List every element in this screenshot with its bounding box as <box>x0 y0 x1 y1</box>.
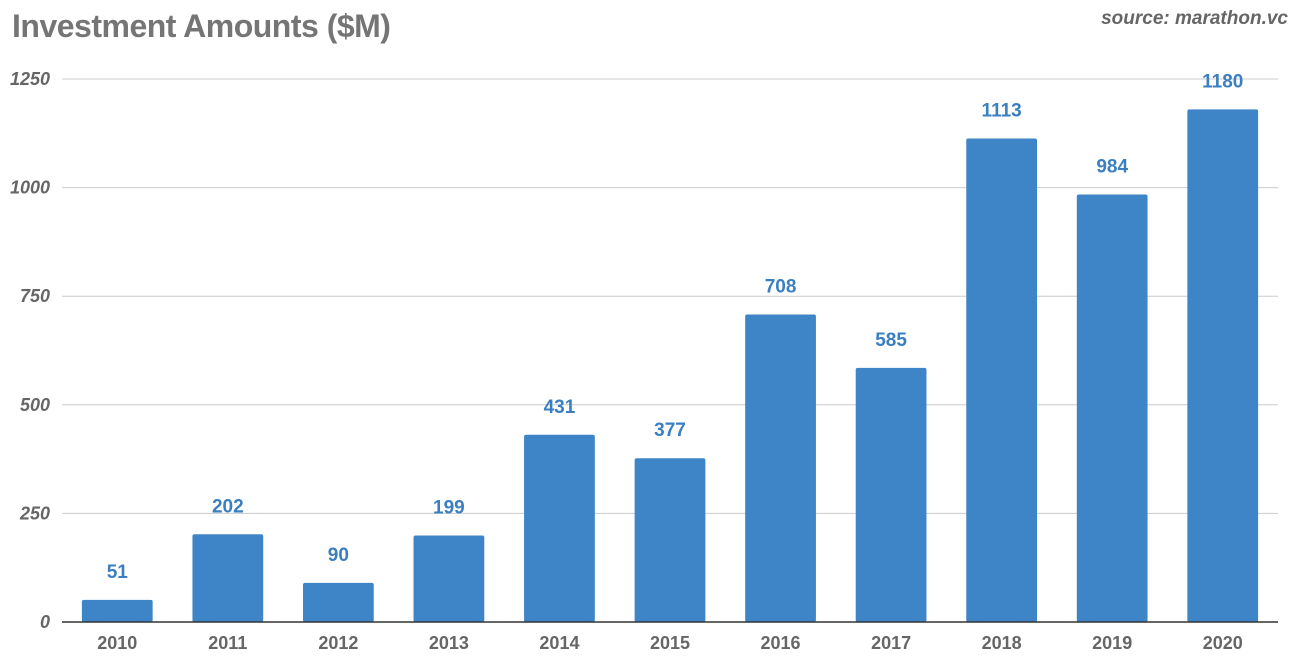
data-label-2010: 51 <box>107 562 129 583</box>
y-tick-label: 500 <box>20 395 50 415</box>
bar-2018 <box>966 138 1038 622</box>
x-tick-label: 2015 <box>650 633 690 653</box>
bar-2014 <box>524 434 595 622</box>
data-label-2012: 90 <box>328 545 349 566</box>
x-tick-label: 2014 <box>539 633 579 653</box>
y-tick-label: 250 <box>19 503 50 523</box>
data-label-2013: 199 <box>433 498 465 519</box>
x-tick-label: 2011 <box>208 633 247 653</box>
x-tick-label: 2020 <box>1203 633 1243 653</box>
data-label-2011: 202 <box>212 496 244 517</box>
x-axis-ticks: 2010 2011 2012 2013 2014 2015 2016 2017 2018 2019… <box>62 621 1278 653</box>
bar-2012 <box>302 582 374 622</box>
x-tick-label: 2018 <box>982 633 1022 653</box>
x-tick-label: 2019 <box>1092 633 1132 653</box>
data-label-2016: 708 <box>765 276 797 297</box>
x-tick-label: 2012 <box>318 633 358 653</box>
chart-title: Investment Amounts ($M) <box>12 8 391 44</box>
bar-2020 <box>1187 109 1259 622</box>
bar-2011 <box>192 534 264 622</box>
bar-2010 <box>81 599 153 622</box>
y-tick-label: 1000 <box>10 178 50 198</box>
data-label-2015: 377 <box>654 420 686 441</box>
x-tick-label: 2013 <box>429 633 469 653</box>
x-tick-label: 2016 <box>761 633 801 653</box>
data-labels: 51 202 90 199 431 377 708 585 1113 984 1180 <box>107 71 1244 582</box>
bars <box>81 109 1259 622</box>
data-label-2014: 431 <box>544 397 576 418</box>
y-axis-ticks: 0 250 500 750 1000 1250 <box>10 69 50 632</box>
y-tick-label: 0 <box>40 612 50 632</box>
data-label-2019: 984 <box>1096 157 1128 178</box>
data-label-2017: 585 <box>875 330 907 351</box>
bar-2015 <box>634 458 706 622</box>
data-label-2018: 1113 <box>982 101 1022 122</box>
bar-2013 <box>413 535 485 622</box>
y-tick-label: 750 <box>20 286 50 306</box>
x-tick-label: 2017 <box>871 633 911 653</box>
bar-2016 <box>745 314 816 622</box>
bar-2019 <box>1076 194 1148 622</box>
y-tick-label: 1250 <box>10 69 50 89</box>
bar-2017 <box>855 367 927 622</box>
x-tick-label: 2010 <box>97 633 137 653</box>
source-credit: source: marathon.vc <box>1101 8 1288 29</box>
data-label-2020: 1180 <box>1202 71 1243 92</box>
